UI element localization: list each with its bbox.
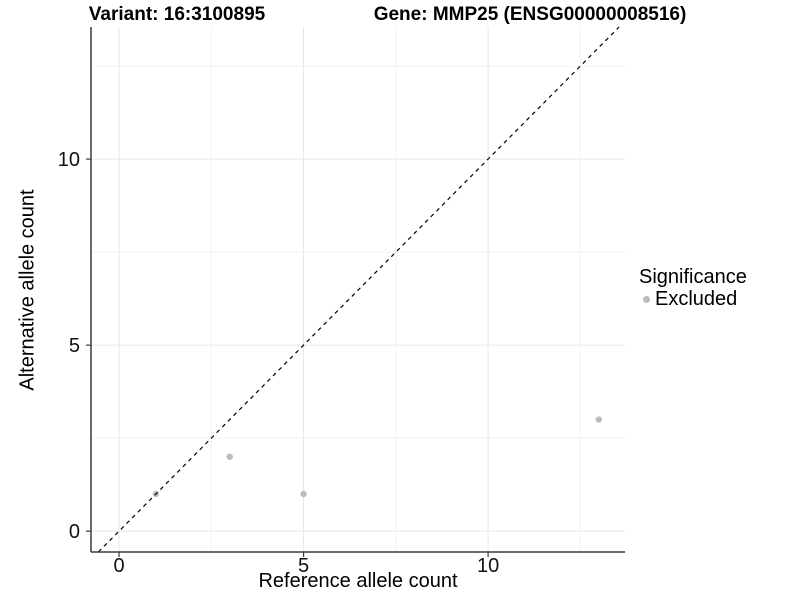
y-tick-label: 0 (69, 521, 80, 543)
y-tick-label: 5 (69, 335, 80, 357)
data-point (226, 453, 233, 460)
excluded-marker-icon (643, 295, 650, 303)
data-point (300, 490, 307, 498)
y-axis-title: Alternative allele count (16, 189, 39, 391)
variant-title: Variant: 16:3100895 (88, 4, 266, 25)
gene-title: Gene: MMP25 (ENSG00000008516) (373, 4, 687, 25)
legend: Significance Excluded (639, 266, 747, 310)
x-axis-title: Reference allele count (258, 570, 458, 592)
x-tick-label: 5 (298, 555, 309, 577)
data-point (595, 416, 602, 423)
x-tick-label: 0 (113, 555, 124, 577)
y-tick-label: 10 (58, 149, 80, 171)
identity-line (97, 26, 620, 553)
legend-entry-label: Excluded (655, 288, 738, 310)
legend-entry-excluded: Excluded (639, 288, 747, 310)
legend-title: Significance (639, 266, 747, 288)
x-tick-label: 10 (477, 555, 499, 577)
